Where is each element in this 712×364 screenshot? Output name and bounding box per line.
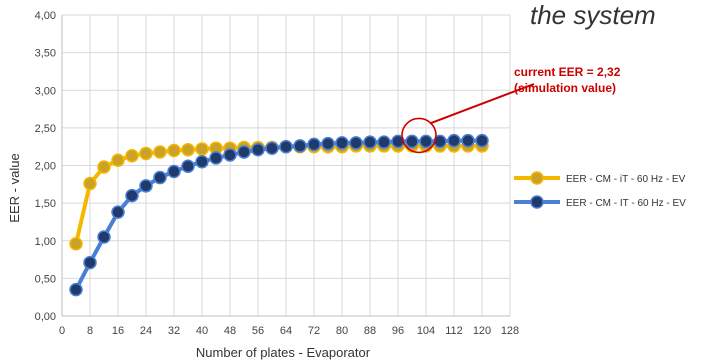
legend-label: EER - CM - iT - 60 Hz - EV [566, 174, 686, 185]
data-point [195, 142, 209, 156]
x-tick-label: 40 [196, 325, 208, 337]
data-point [349, 136, 363, 150]
data-point [335, 136, 349, 150]
data-point [83, 176, 97, 191]
x-axis-label: Number of plates - Evaporator [196, 345, 371, 360]
annotation-line-2: (simulation value) [514, 81, 616, 95]
data-point [167, 143, 181, 158]
data-point [461, 133, 475, 148]
data-point [391, 134, 405, 149]
data-point [153, 170, 167, 185]
y-tick-label: 1,50 [35, 198, 56, 210]
x-tick-label: 32 [168, 325, 180, 337]
data-point [475, 133, 489, 148]
data-point [111, 153, 125, 167]
y-tick-label: 0,00 [35, 311, 56, 323]
axes [61, 15, 510, 317]
data-point [181, 159, 195, 174]
data-point [265, 141, 279, 155]
data-point [97, 160, 111, 174]
x-tick-label: 48 [224, 325, 236, 337]
x-tick-label: 64 [280, 325, 292, 337]
annotation: current EER = 2,32 (simulation value) [401, 65, 621, 154]
legend-label: EER - CM - IT - 60 Hz - EV [566, 198, 686, 209]
data-point [195, 154, 209, 169]
y-tick-label: 2,50 [35, 123, 56, 135]
data-point [377, 135, 391, 149]
data-point [223, 148, 237, 162]
data-point [69, 237, 83, 251]
x-tick-label: 112 [445, 325, 463, 337]
x-tick-label: 120 [473, 325, 491, 337]
data-point [125, 188, 139, 203]
x-tick-labels: 0 8 16 24 32 40 48 56 64 72 80 88 96 104 112 120 128 [59, 325, 519, 337]
x-tick-label: 16 [112, 325, 124, 337]
x-tick-label: 104 [417, 325, 435, 337]
data-point [83, 255, 97, 270]
data-point [307, 137, 321, 152]
y-tick-label: 3,00 [35, 85, 56, 97]
data-point [181, 142, 195, 157]
y-axis-label: EER - value [7, 153, 22, 222]
legend-marker [530, 171, 544, 185]
data-point [139, 179, 153, 193]
x-tick-label: 96 [392, 325, 404, 337]
data-point [363, 135, 377, 149]
y-tick-label: 1,00 [35, 236, 56, 248]
x-tick-label: 72 [308, 325, 320, 337]
data-point [167, 164, 181, 179]
data-point [153, 145, 167, 159]
data-point [433, 134, 447, 149]
x-tick-label: 24 [140, 325, 152, 337]
x-tick-label: 80 [336, 325, 348, 337]
y-tick-label: 0,50 [35, 273, 56, 285]
x-tick-label: 8 [87, 325, 93, 337]
x-tick-label: 0 [59, 325, 65, 337]
legend-item-1: EER - CM - iT - 60 Hz - EV [514, 171, 686, 185]
legend: EER - CM - iT - 60 Hz - EV EER - CM - IT … [514, 171, 686, 209]
data-point [447, 133, 461, 148]
data-point [69, 282, 83, 297]
grid [61, 14, 511, 317]
y-tick-label: 2,00 [35, 161, 56, 173]
data-point [251, 142, 265, 157]
annotation-line-1: current EER = 2,32 [514, 65, 621, 79]
x-tick-label: 56 [252, 325, 264, 337]
series-layer [69, 133, 489, 297]
data-point [139, 146, 153, 161]
legend-marker [530, 195, 544, 209]
data-point [405, 134, 419, 149]
x-tick-label: 128 [501, 325, 519, 337]
data-point [321, 136, 335, 151]
legend-item-2: EER - CM - IT - 60 Hz - EV [514, 195, 686, 209]
annotation-circle [401, 117, 437, 154]
data-point [209, 151, 223, 165]
y-tick-label: 4,00 [35, 10, 56, 22]
series-2 [69, 133, 489, 297]
y-tick-label: 3,50 [35, 48, 56, 60]
y-tick-labels: 0,00 0,50 1,00 1,50 2,00 2,50 3,00 3,50 4,00 [35, 10, 56, 323]
data-point [419, 134, 433, 149]
x-tick-label: 88 [364, 325, 376, 337]
data-point [111, 205, 125, 219]
series-line [74, 138, 482, 291]
data-point [97, 230, 111, 244]
title-fragment: the system [530, 0, 656, 30]
data-point [237, 145, 251, 159]
data-point [125, 148, 139, 163]
annotation-arrow [429, 83, 535, 125]
data-point [279, 139, 293, 154]
data-point [293, 139, 307, 153]
